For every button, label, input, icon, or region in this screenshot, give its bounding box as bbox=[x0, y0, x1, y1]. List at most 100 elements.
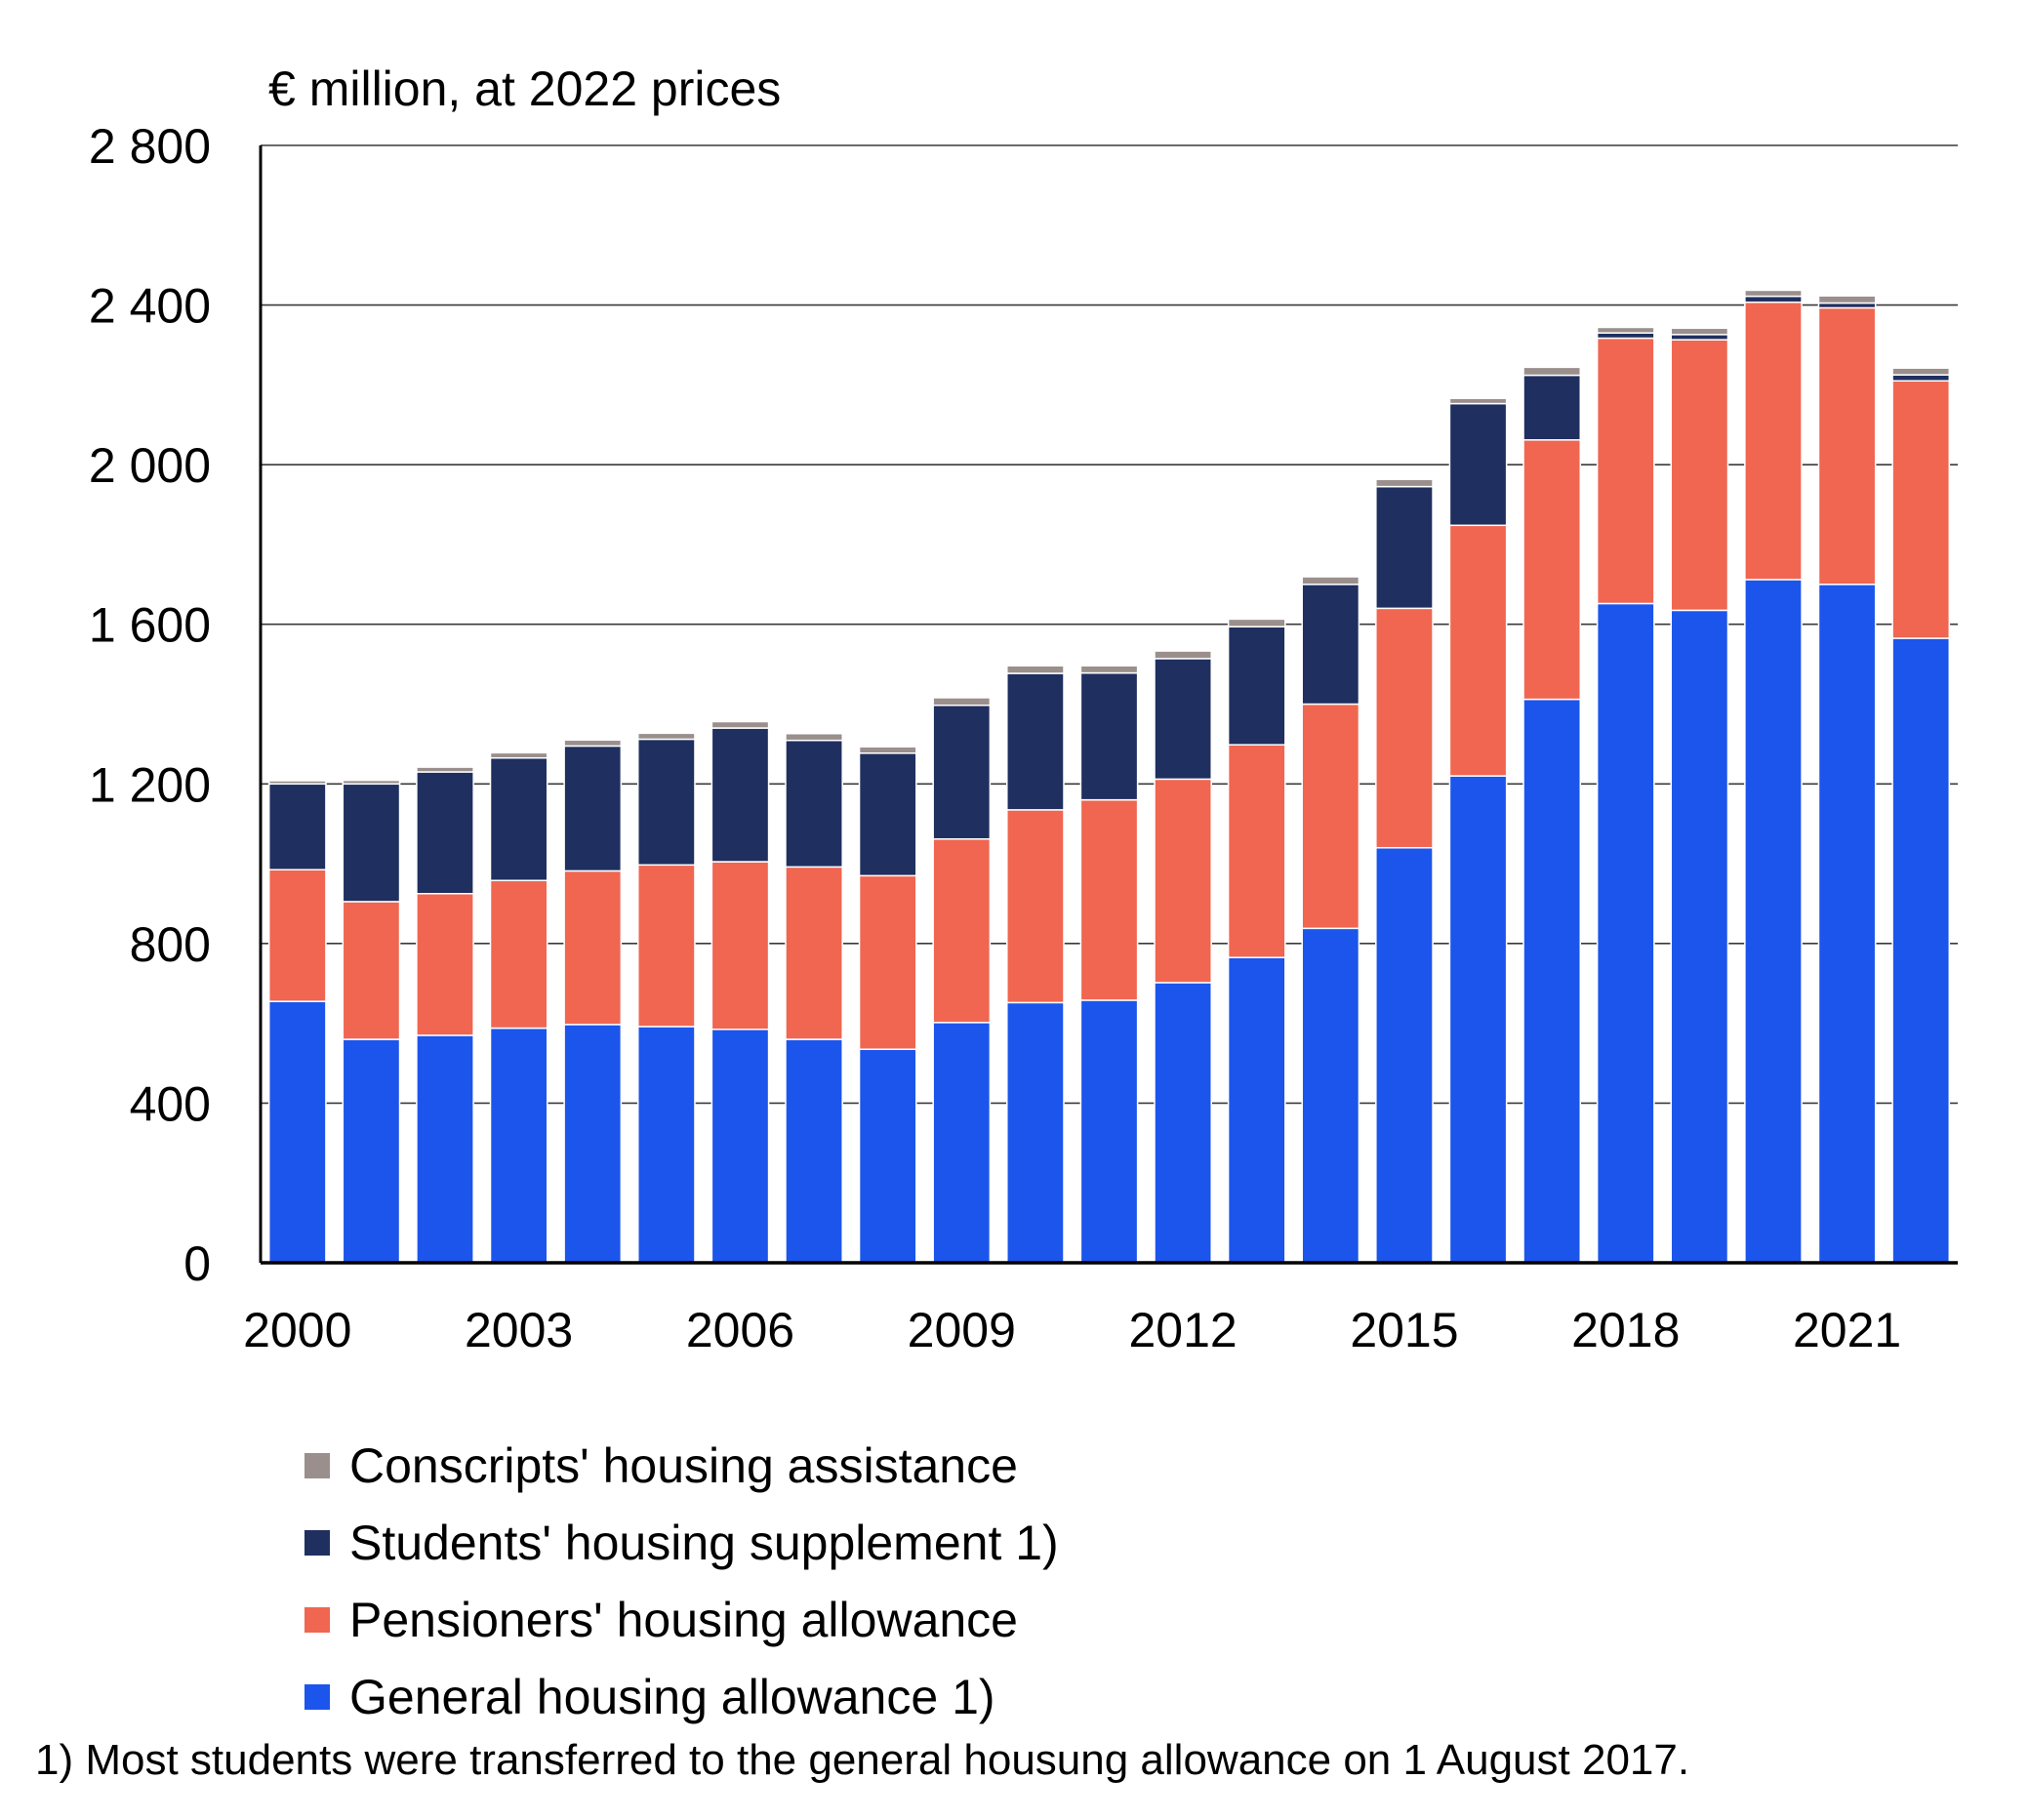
bar-conscripts-housing-assistance-2009 bbox=[932, 697, 992, 707]
bar-pensioners-housing-allowance-2012 bbox=[1154, 778, 1212, 984]
bar-pensioners-housing-allowance-2022 bbox=[1891, 380, 1951, 639]
y-tick-label-800: 800 bbox=[130, 917, 211, 972]
x-tick-labels: 2000 2003 2006 2009 2012 2015 2018 2021 bbox=[243, 1303, 1901, 1357]
bar-conscripts-housing-assistance-2021 bbox=[1817, 295, 1877, 304]
legend-item-general: General housing allowance 1) bbox=[304, 1658, 1059, 1735]
bar-general-housing-allowance-1-2019 bbox=[1670, 609, 1729, 1264]
bar-conscripts-housing-assistance-2001 bbox=[342, 779, 401, 786]
bar-students-housing-supplement-1-2000 bbox=[267, 783, 327, 870]
bar-conscripts-housing-assistance-2010 bbox=[1006, 665, 1065, 674]
bar-students-housing-supplement-1-2006 bbox=[710, 727, 770, 863]
bar-general-housing-allowance-1-2002 bbox=[416, 1034, 474, 1264]
bar-students-housing-supplement-1-2020 bbox=[1744, 295, 1803, 303]
bar-general-housing-allowance-1-2020 bbox=[1744, 579, 1803, 1264]
bar-pensioners-housing-allowance-2011 bbox=[1079, 798, 1139, 1001]
bar-pensioners-housing-allowance-2002 bbox=[416, 892, 474, 1036]
bar-general-housing-allowance-1-2013 bbox=[1227, 956, 1286, 1264]
legend-item-pensioners: Pensioners' housing allowance bbox=[304, 1581, 1059, 1658]
bar-conscripts-housing-assistance-2007 bbox=[785, 733, 843, 742]
bar-general-housing-allowance-1-2014 bbox=[1301, 927, 1360, 1264]
x-tick-label-2012: 2012 bbox=[1128, 1303, 1237, 1357]
bar-pensioners-housing-allowance-2013 bbox=[1227, 744, 1286, 958]
bar-pensioners-housing-allowance-2016 bbox=[1448, 524, 1508, 777]
bar-pensioners-housing-allowance-2018 bbox=[1596, 337, 1655, 605]
y-tick-label-400: 400 bbox=[130, 1076, 211, 1131]
bar-pensioners-housing-allowance-2006 bbox=[710, 861, 770, 1031]
bar-pensioners-housing-allowance-2000 bbox=[267, 869, 327, 1002]
bar-conscripts-housing-assistance-2018 bbox=[1596, 326, 1655, 334]
bar-conscripts-housing-assistance-2012 bbox=[1154, 650, 1212, 660]
bar-students-housing-supplement-1-2022 bbox=[1891, 374, 1951, 383]
legend-label-students: Students' housing supplement 1) bbox=[349, 1515, 1059, 1570]
bar-general-housing-allowance-1-2008 bbox=[858, 1048, 917, 1264]
bar-students-housing-supplement-1-2017 bbox=[1522, 374, 1582, 441]
bar-general-housing-allowance-1-2011 bbox=[1079, 999, 1139, 1264]
bar-pensioners-housing-allowance-2020 bbox=[1744, 301, 1803, 581]
bar-conscripts-housing-assistance-2017 bbox=[1522, 366, 1582, 377]
legend-swatch-general bbox=[304, 1683, 330, 1710]
bar-conscripts-housing-assistance-2000 bbox=[267, 780, 327, 786]
y-tick-label-2400: 2 400 bbox=[89, 279, 211, 334]
x-tick-label-2021: 2021 bbox=[1793, 1303, 1901, 1357]
bar-pensioners-housing-allowance-2001 bbox=[342, 901, 401, 1040]
y-tick-label-0: 0 bbox=[183, 1236, 211, 1291]
bar-students-housing-supplement-1-2018 bbox=[1596, 332, 1655, 340]
y-tick-label-1600: 1 600 bbox=[89, 598, 211, 653]
bar-students-housing-supplement-1-2015 bbox=[1375, 485, 1434, 610]
bar-conscripts-housing-assistance-2022 bbox=[1891, 367, 1951, 376]
bar-students-housing-supplement-1-2008 bbox=[858, 752, 917, 877]
bar-conscripts-housing-assistance-2013 bbox=[1227, 618, 1286, 627]
bar-conscripts-housing-assistance-2011 bbox=[1079, 665, 1139, 674]
legend-item-conscripts: Conscripts' housing assistance bbox=[304, 1427, 1059, 1504]
x-tick-label-2018: 2018 bbox=[1571, 1303, 1680, 1357]
bar-general-housing-allowance-1-2021 bbox=[1817, 584, 1877, 1264]
bar-conscripts-housing-assistance-2014 bbox=[1301, 576, 1360, 586]
bar-students-housing-supplement-1-2013 bbox=[1227, 626, 1286, 746]
bar-conscripts-housing-assistance-2003 bbox=[489, 751, 548, 759]
legend-label-pensioners: Pensioners' housing allowance bbox=[349, 1592, 1018, 1647]
bar-pensioners-housing-allowance-2008 bbox=[858, 874, 917, 1050]
bar-students-housing-supplement-1-2005 bbox=[636, 738, 696, 867]
x-tick-label-2000: 2000 bbox=[243, 1303, 351, 1357]
legend: Conscripts' housing assistance Students'… bbox=[304, 1427, 1059, 1735]
bar-students-housing-supplement-1-2004 bbox=[563, 745, 623, 872]
bar-students-housing-supplement-1-2010 bbox=[1006, 672, 1065, 811]
legend-swatch-students bbox=[304, 1529, 330, 1556]
bar-students-housing-supplement-1-2011 bbox=[1079, 671, 1139, 801]
bar-conscripts-housing-assistance-2002 bbox=[416, 766, 474, 773]
bar-students-housing-supplement-1-2016 bbox=[1448, 402, 1508, 527]
x-tick-label-2003: 2003 bbox=[465, 1303, 573, 1357]
legend-swatch-pensioners bbox=[304, 1606, 330, 1633]
bar-general-housing-allowance-1-2010 bbox=[1006, 1001, 1065, 1264]
bar-general-housing-allowance-1-2006 bbox=[710, 1029, 770, 1264]
bar-conscripts-housing-assistance-2008 bbox=[858, 746, 917, 754]
y-tick-labels: 0 400 800 1 200 1 600 2 000 2 400 2 800 bbox=[89, 119, 211, 1291]
bar-general-housing-allowance-1-2017 bbox=[1522, 698, 1582, 1264]
bar-general-housing-allowance-1-2012 bbox=[1154, 982, 1212, 1264]
y-tick-label-2000: 2 000 bbox=[89, 438, 211, 493]
bar-conscripts-housing-assistance-2019 bbox=[1670, 327, 1729, 336]
bar-pensioners-housing-allowance-2007 bbox=[785, 866, 843, 1040]
legend-label-conscripts: Conscripts' housing assistance bbox=[349, 1437, 1018, 1493]
bars bbox=[267, 289, 1951, 1264]
bar-general-housing-allowance-1-2016 bbox=[1448, 775, 1508, 1264]
bar-students-housing-supplement-1-2003 bbox=[489, 756, 548, 882]
bar-conscripts-housing-assistance-2006 bbox=[710, 720, 770, 729]
bar-students-housing-supplement-1-2002 bbox=[416, 771, 474, 895]
y-tick-label-2800: 2 800 bbox=[89, 119, 211, 174]
axes bbox=[259, 145, 1958, 1265]
bar-students-housing-supplement-1-2012 bbox=[1154, 658, 1212, 781]
bar-conscripts-housing-assistance-2004 bbox=[563, 739, 623, 748]
bar-pensioners-housing-allowance-2009 bbox=[932, 837, 992, 1024]
y-tick-label-1200: 1 200 bbox=[89, 757, 211, 812]
bar-pensioners-housing-allowance-2003 bbox=[489, 879, 548, 1030]
bar-general-housing-allowance-1-2015 bbox=[1375, 846, 1434, 1264]
bar-pensioners-housing-allowance-2021 bbox=[1817, 306, 1877, 586]
legend-label-general: General housing allowance 1) bbox=[349, 1669, 995, 1724]
x-tick-label-2006: 2006 bbox=[686, 1303, 794, 1357]
bar-general-housing-allowance-1-2022 bbox=[1891, 637, 1951, 1264]
bar-pensioners-housing-allowance-2004 bbox=[563, 870, 623, 1026]
bar-general-housing-allowance-1-2005 bbox=[636, 1026, 696, 1264]
bar-general-housing-allowance-1-2009 bbox=[932, 1022, 992, 1264]
